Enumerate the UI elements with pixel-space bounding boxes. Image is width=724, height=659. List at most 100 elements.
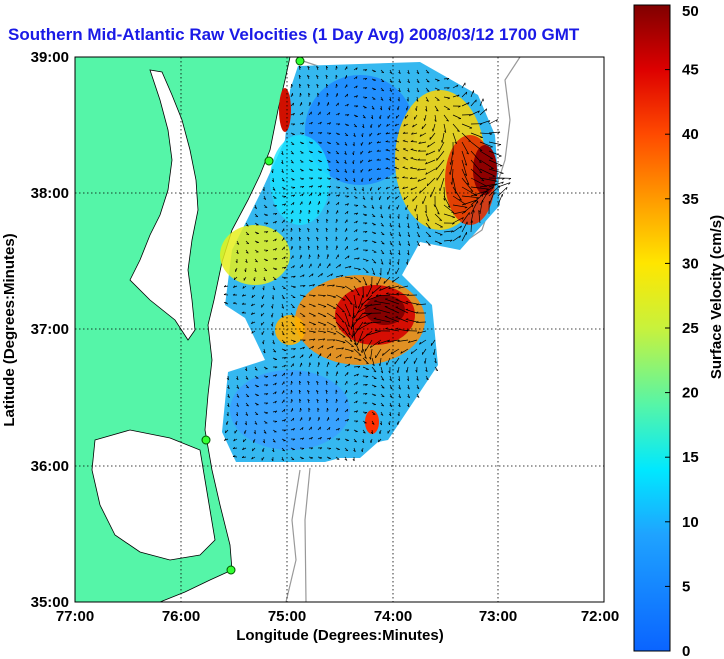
velocity-arrow-head — [426, 183, 429, 186]
velocity-arrow-head — [284, 364, 286, 368]
velocity-arrow — [461, 199, 478, 206]
velocity-arrow — [439, 177, 445, 192]
velocity-arrow — [452, 210, 466, 215]
velocity-arrow-head — [337, 438, 341, 441]
velocity-arrow — [402, 148, 409, 152]
velocity-arrow-head — [394, 139, 397, 142]
velocity-arrow-head — [370, 283, 373, 287]
velocity-arrow-head — [425, 109, 428, 112]
velocity-arrow — [436, 168, 445, 181]
velocity-arrow-head — [227, 395, 230, 398]
velocity-arrow — [326, 263, 331, 269]
velocity-arrow — [387, 195, 391, 200]
velocity-arrow-head — [347, 324, 350, 327]
velocity-arrow-head — [272, 449, 275, 453]
velocity-arrow-head — [356, 373, 359, 377]
velocity-arrow-head — [398, 71, 401, 75]
velocity-arrow — [374, 300, 391, 305]
velocity-arrow-head — [335, 227, 338, 231]
velocity-arrow — [326, 353, 332, 359]
velocity-arrow-head — [325, 227, 328, 231]
velocity-arrow — [488, 150, 502, 157]
velocity-arrow-head — [331, 345, 334, 349]
velocity-arrow-head — [370, 197, 373, 201]
velocity-arrow-head — [428, 244, 431, 246]
velocity-arrow — [365, 330, 382, 336]
station-marker — [264, 156, 274, 166]
velocity-arrow — [432, 123, 436, 132]
colorbar-tick-label: 40 — [682, 126, 699, 143]
velocity-arrow — [443, 213, 456, 218]
velocity-arrow-head — [328, 447, 332, 450]
velocity-arrow-head — [251, 321, 254, 324]
velocity-arrow-head — [389, 225, 392, 228]
velocity-arrow-head — [293, 286, 296, 289]
velocity-arrow — [388, 285, 400, 289]
velocity-arrow-head — [396, 370, 399, 373]
velocity-arrow-head — [274, 400, 277, 404]
velocity-arrow — [281, 303, 285, 309]
velocity-arrow-head — [328, 362, 330, 365]
velocity-arrow — [419, 339, 427, 345]
velocity-arrow-head — [452, 222, 455, 225]
velocity-arrow-head — [417, 331, 420, 334]
velocity-arrow-head — [251, 295, 254, 298]
velocity-arrow-head — [492, 186, 494, 190]
velocity-arrow-head — [355, 212, 359, 215]
velocity-arrow — [344, 330, 353, 342]
velocity-arrow-head — [406, 378, 409, 382]
velocity-arrow-head — [323, 331, 327, 334]
velocity-arrow-head — [281, 306, 284, 309]
velocity-arrow-head — [346, 429, 350, 432]
velocity-arrow-head — [254, 269, 257, 273]
velocity-arrow-head — [282, 179, 285, 182]
velocity-arrow-head — [405, 300, 409, 303]
velocity-arrow-head — [328, 185, 332, 189]
velocity-arrow-head — [494, 180, 498, 183]
velocity-arrow-head — [319, 457, 322, 459]
velocity-arrow-head — [365, 271, 369, 273]
velocity-arrow — [434, 87, 440, 91]
velocity-arrow — [394, 140, 400, 143]
velocity-arrow-head — [417, 149, 421, 152]
velocity-arrow — [380, 249, 385, 255]
velocity-arrow-head — [233, 285, 236, 288]
velocity-arrow-head — [302, 354, 304, 358]
velocity-arrow-head — [355, 85, 358, 89]
velocity-arrow-head — [316, 65, 319, 69]
velocity-arrow-head — [354, 305, 357, 309]
velocity-arrow-head — [389, 243, 393, 246]
velocity-arrow-head — [241, 294, 245, 297]
velocity-arrow-head — [323, 295, 326, 297]
velocity-arrow-head — [416, 99, 419, 102]
velocity-arrow — [355, 312, 373, 322]
velocity-arrow-head — [388, 422, 390, 426]
velocity-arrow — [461, 168, 470, 185]
velocity-arrow-head — [299, 92, 302, 96]
velocity-arrow-head — [363, 321, 366, 324]
velocity-arrow-head — [283, 372, 286, 376]
velocity-arrow — [479, 108, 487, 116]
moderate-zone-center — [275, 315, 305, 345]
velocity-arrow-head — [263, 350, 266, 354]
velocity-arrow — [317, 273, 323, 278]
velocity-arrow-head — [327, 254, 330, 257]
velocity-arrow — [366, 285, 373, 297]
velocity-arrow-head — [265, 402, 269, 405]
velocity-arrow — [326, 254, 329, 260]
velocity-arrow-head — [410, 351, 413, 355]
velocity-arrow — [405, 318, 418, 323]
velocity-arrow-head — [388, 370, 391, 374]
velocity-arrow-head — [303, 339, 306, 342]
colorbar-tick-label: 15 — [682, 449, 699, 466]
velocity-arrow-head — [425, 152, 428, 156]
colorbar-tick-label: 50 — [682, 3, 699, 20]
velocity-arrow-head — [423, 361, 426, 364]
velocity-arrow — [403, 195, 409, 201]
velocity-arrow — [416, 375, 419, 381]
velocity-arrow-head — [370, 116, 374, 120]
velocity-arrow-head — [396, 422, 399, 425]
velocity-arrow-head — [317, 371, 320, 374]
velocity-arrow-head — [486, 188, 489, 191]
velocity-arrow-head — [349, 340, 353, 342]
